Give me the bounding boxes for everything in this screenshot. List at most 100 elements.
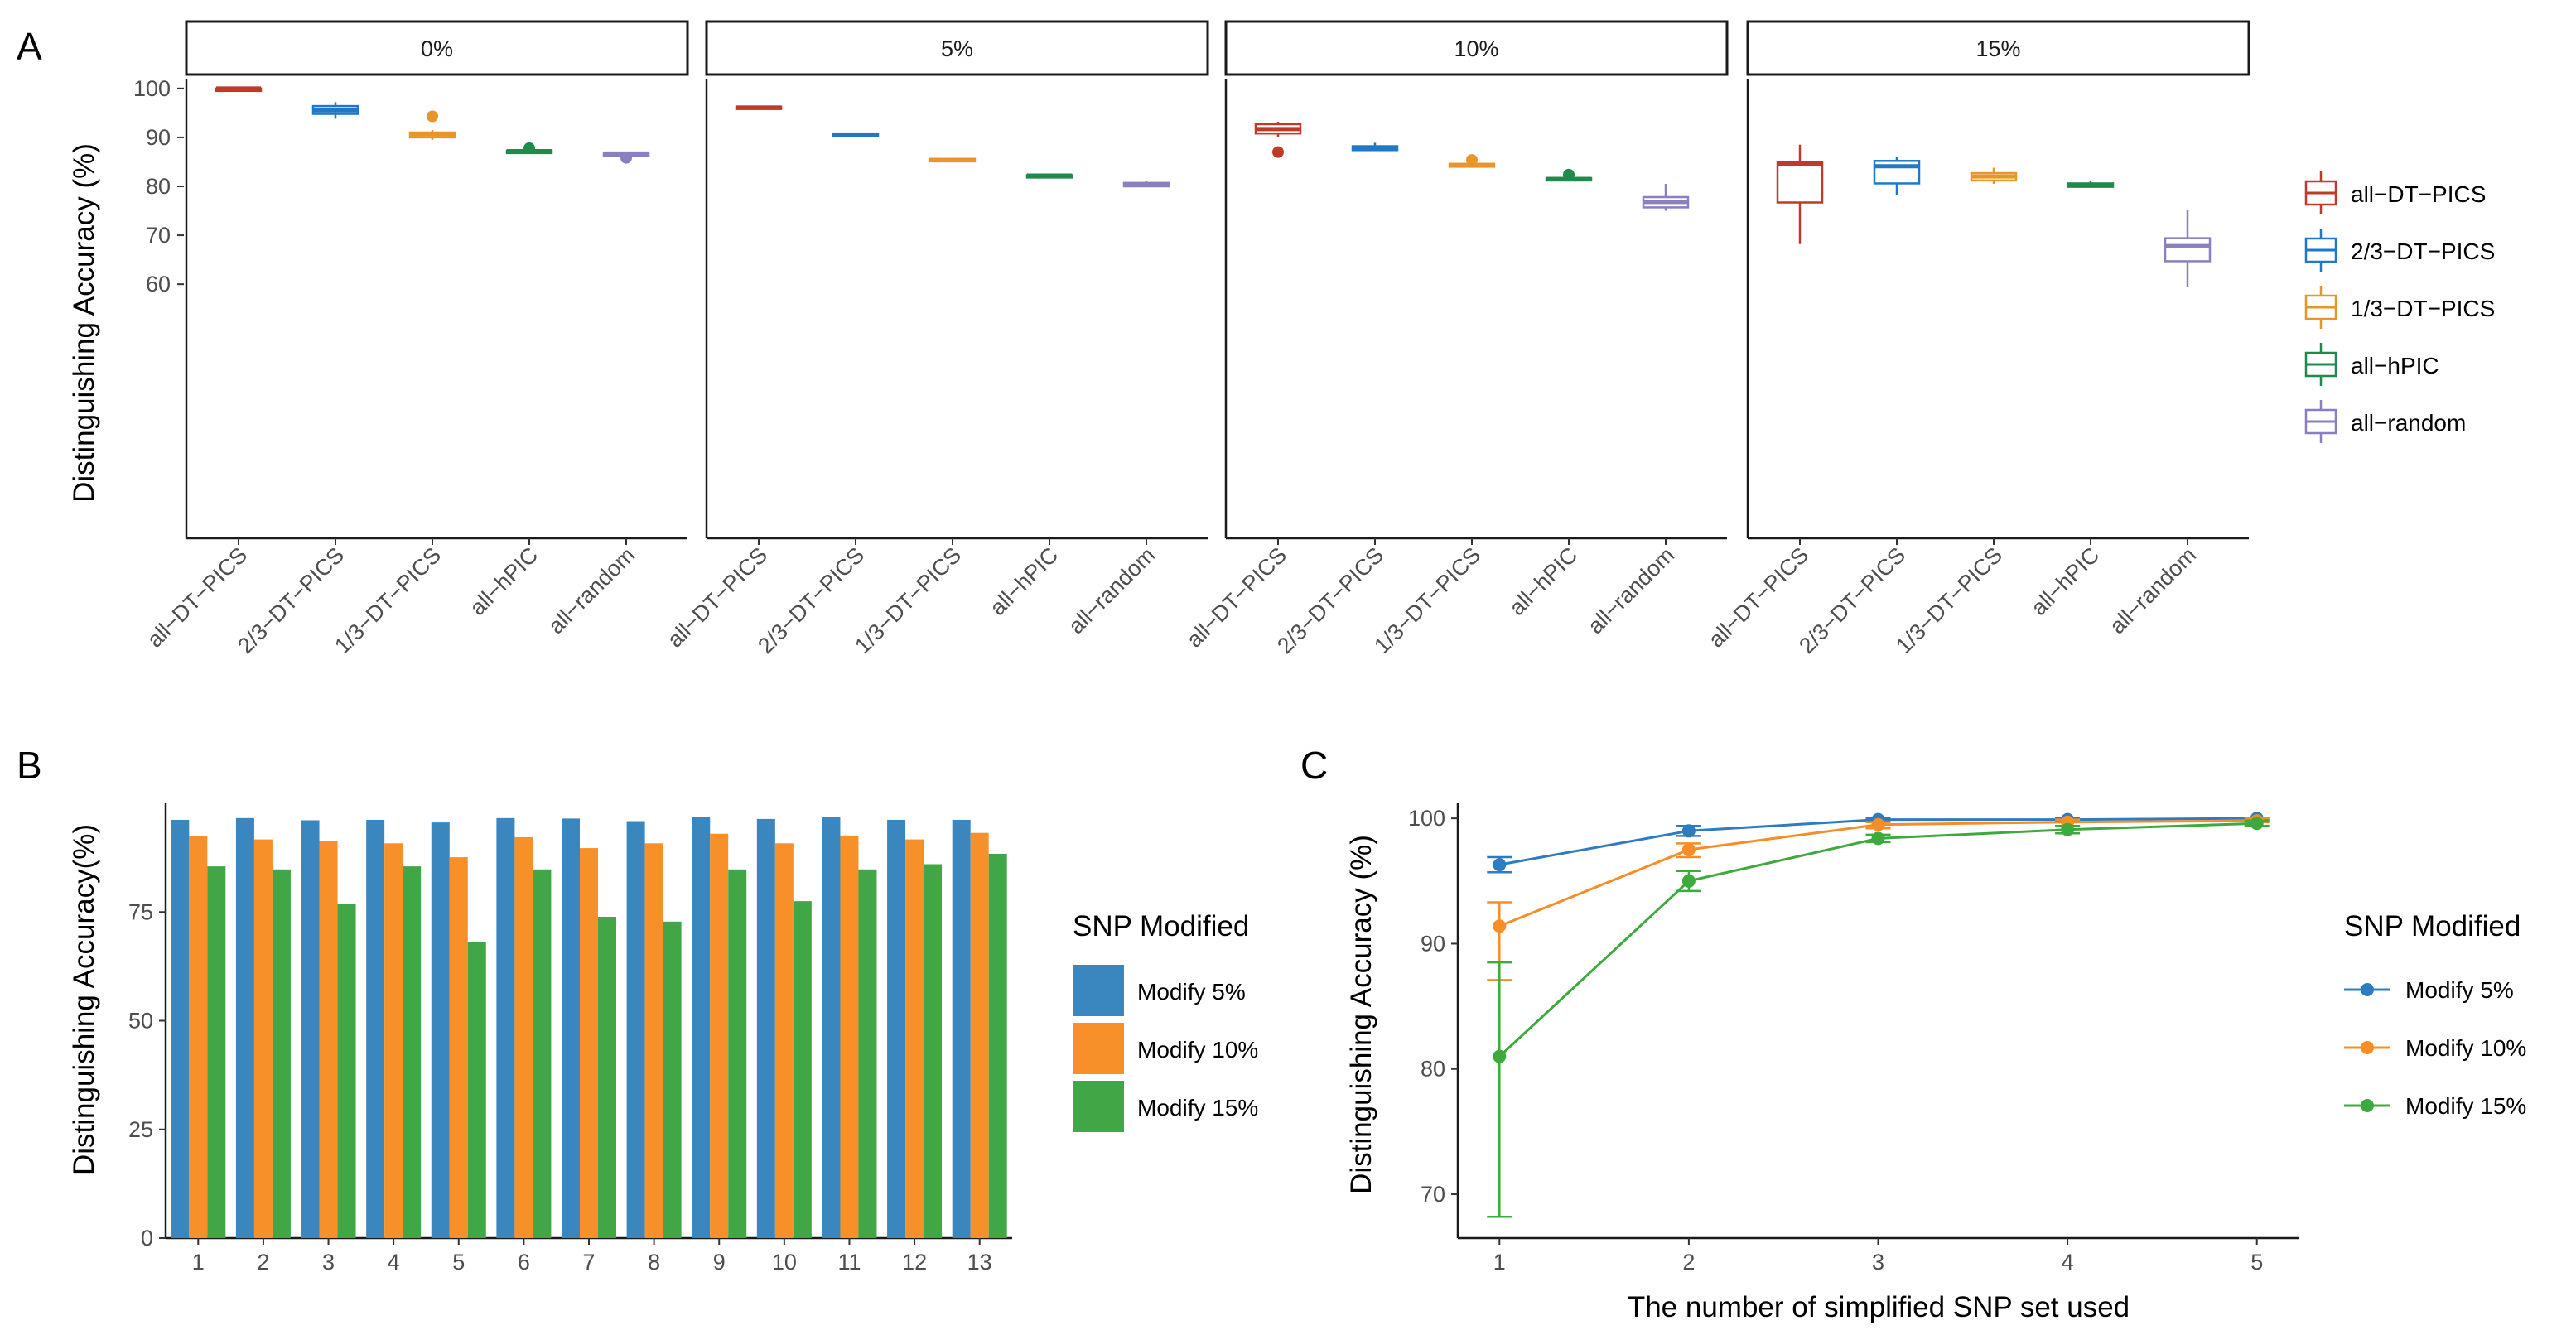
legend-item-modify-15: Modify 15%	[2344, 1093, 2526, 1119]
panel-c-x-tick-label: 1	[1493, 1250, 1506, 1275]
box-1-3-dt-pics	[408, 110, 456, 140]
bar-modify-15-12	[924, 864, 943, 1238]
legend-label: all−hPIC	[2351, 353, 2439, 378]
panel-c-y-tick-label: 90	[1421, 931, 1445, 956]
panel-label-c: C	[1300, 744, 1328, 787]
bar-modify-10-1	[189, 836, 208, 1238]
box-all-random	[602, 151, 650, 164]
box-2-3-dt-pics	[311, 102, 359, 119]
panel-c-y-axis-title: Distinguishing Accuracy (%)	[1345, 835, 1377, 1194]
box-all-random	[1122, 180, 1170, 188]
panel-b-legend: Modify 5% Modify 10% Modify 15%	[1073, 965, 1258, 1132]
facet-strip-label: 5%	[941, 36, 973, 61]
box-1-3-dt-pics	[1448, 154, 1496, 168]
legend-label: Modify 10%	[1137, 1037, 1258, 1063]
panel-label-a: A	[17, 25, 42, 68]
legend-item-all-dt-pics: all−DT−PICS	[2304, 171, 2486, 214]
box-outlier	[427, 110, 438, 123]
bar-modify-5-13	[952, 819, 971, 1238]
panel-b-x-tick-label: 12	[902, 1250, 927, 1275]
bar-modify-5-5	[431, 822, 450, 1238]
bar-modify-15-6	[533, 869, 552, 1238]
legend-label: all−random	[2351, 410, 2466, 436]
panel-b-y-tick-label: 50	[128, 1009, 153, 1034]
panel-c-x-tick-label: 2	[1682, 1250, 1695, 1275]
bar-modify-5-12	[887, 819, 906, 1238]
bar-modify-10-13	[970, 832, 989, 1238]
bar-modify-15-7	[598, 917, 616, 1238]
legend-key-swatch	[1073, 1023, 1124, 1074]
bar-modify-15-1	[207, 866, 226, 1238]
panel-c-legend: Modify 5% Modify 10% Modify 15%	[2344, 977, 2526, 1119]
bar-modify-10-4	[384, 843, 403, 1238]
facet-strip-label: 0%	[421, 36, 453, 61]
legend-key-point	[2361, 1041, 2374, 1054]
panel-b-x-tick-label: 2	[257, 1250, 269, 1275]
panel-c-x-tick-label: 3	[1872, 1250, 1884, 1275]
box-outlier	[523, 142, 535, 154]
box-all-dt-pics	[215, 86, 263, 93]
panel-c-plot-area: 70 80 90 100 1 2 3 4 5	[1408, 803, 2299, 1275]
box-2-3-dt-pics	[1351, 142, 1399, 152]
legend-item-modify-5: Modify 5%	[2344, 977, 2514, 1003]
box-1-3-dt-pics	[929, 157, 977, 163]
data-point	[1493, 919, 1507, 933]
panel-a-y-tick-label: 70	[146, 223, 171, 248]
bar-modify-10-12	[905, 839, 924, 1238]
legend-label: Modify 5%	[2405, 977, 2514, 1003]
box-all-random	[2164, 210, 2212, 287]
bar-modify-5-2	[235, 817, 254, 1238]
bar-modify-10-6	[514, 836, 533, 1238]
box-all-dt-pics	[1776, 144, 1824, 244]
box-2-3-dt-pics	[1873, 157, 1921, 195]
bar-modify-5-7	[562, 818, 580, 1238]
panel-a-y-tick-label: 60	[146, 272, 171, 296]
legend-item-2-3-dt-pics: 2/3−DT−PICS	[2304, 229, 2495, 272]
panel-a-y-tick-label: 100	[133, 76, 171, 101]
legend-label: 1/3−DT−PICS	[2351, 296, 2495, 321]
panel-c-line-chart: Distinguishing Accuracy (%) The number o…	[1345, 803, 2526, 1323]
bar-modify-5-10	[756, 818, 775, 1238]
panel-c-x-tick-label: 5	[2250, 1250, 2263, 1275]
data-point	[1493, 858, 1507, 872]
panel-c-y-tick-label: 80	[1421, 1057, 1445, 1082]
panel-b-x-tick-label: 9	[713, 1250, 726, 1275]
bar-modify-10-5	[449, 857, 468, 1238]
panel-b-x-tick-label: 1	[192, 1250, 205, 1275]
bar-modify-5-3	[301, 820, 320, 1238]
facet-strip-label: 15%	[1975, 36, 2020, 61]
box-iqr	[1776, 161, 1824, 204]
legend-item-modify-15: Modify 15%	[1073, 1081, 1258, 1132]
panel-b-x-tick-label: 8	[648, 1250, 660, 1275]
facet-strip	[185, 20, 689, 76]
panel-b-y-tick-label: 75	[128, 899, 153, 924]
panel-a-y-axis-title: Distinguishing Accuracy (%)	[68, 143, 100, 503]
legend-key-point	[2361, 983, 2374, 996]
bar-modify-15-13	[988, 853, 1007, 1238]
bar-modify-10-2	[253, 839, 273, 1238]
panel-b-x-tick-label: 13	[967, 1250, 992, 1275]
bar-modify-15-8	[663, 921, 682, 1238]
bar-modify-5-1	[171, 819, 190, 1238]
data-point	[1493, 1049, 1507, 1063]
panel-b-x-tick-label: 11	[837, 1250, 861, 1275]
box-all-hpic	[505, 142, 553, 155]
panel-a-legend: all−DT−PICS 2/3−DT−PICS 1/3−DT−PICS all−hPI…	[2304, 171, 2495, 443]
bar-modify-10-7	[580, 848, 598, 1238]
data-point	[1681, 874, 1696, 888]
box-all-hpic	[2067, 180, 2115, 188]
panel-b-x-tick-label: 4	[388, 1250, 400, 1275]
panel-c-x-axis-title: The number of simplified SNP set used	[1628, 1291, 2130, 1323]
facet-strip	[705, 20, 1209, 76]
legend-key-swatch	[1073, 1081, 1124, 1132]
bar-modify-10-8	[644, 843, 663, 1238]
box-all-random	[1642, 184, 1690, 211]
bar-modify-5-4	[366, 819, 385, 1238]
legend-item-modify-10: Modify 10%	[2344, 1035, 2526, 1061]
legend-label: Modify 5%	[1137, 979, 1246, 1005]
series-modify-15	[1487, 817, 2270, 1218]
bar-modify-5-6	[496, 817, 515, 1238]
